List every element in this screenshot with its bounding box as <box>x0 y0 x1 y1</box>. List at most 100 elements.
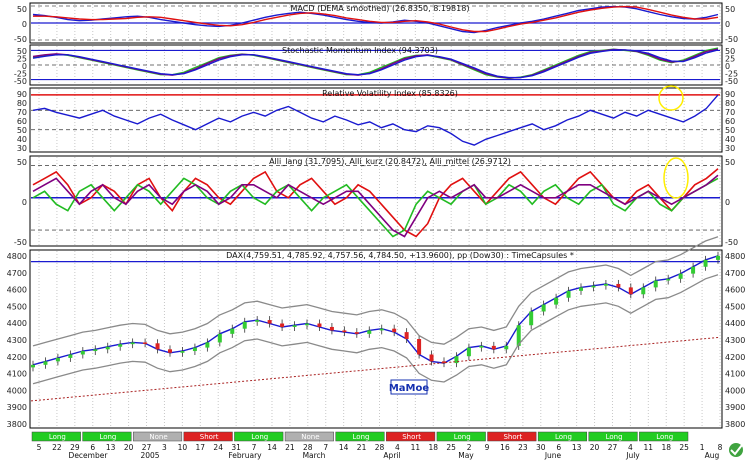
signal-label: Short <box>503 433 522 441</box>
candle-body <box>367 330 372 334</box>
date-tick: 2 <box>467 443 472 452</box>
candle-body <box>466 347 471 357</box>
candle-body <box>155 343 160 350</box>
signal-label: Long <box>99 433 116 441</box>
candle-body <box>653 280 658 288</box>
signal-segment <box>31 431 81 442</box>
y-tick-right: 4700 <box>725 269 745 278</box>
signal-label: Long <box>251 433 268 441</box>
mamoe-badge-box <box>390 379 428 395</box>
candle-body <box>55 357 60 362</box>
y-tick-right: 50 <box>725 126 735 135</box>
month-label: February <box>228 451 262 460</box>
dax-band <box>32 236 719 347</box>
rvi-highlight-circle <box>658 85 684 111</box>
macd-line <box>33 5 719 33</box>
month-label: Aug <box>705 451 720 460</box>
y-tick-right: 4000 <box>725 386 745 395</box>
candle-body <box>379 328 384 331</box>
date-tick: 20 <box>124 443 134 452</box>
y-tick-right: 80 <box>725 99 735 108</box>
y-tick-left: 60 <box>17 117 27 126</box>
dax-band <box>32 274 719 385</box>
candle-body <box>329 326 334 331</box>
date-tick: 23 <box>518 443 528 452</box>
candle-body <box>666 278 671 281</box>
stochastic-series <box>32 47 719 80</box>
dax-moving-average <box>30 336 721 402</box>
date-tick: 21 <box>285 443 295 452</box>
alli-highlight-circle <box>663 157 689 199</box>
y-tick-left: -50 <box>14 238 27 247</box>
candle-body <box>691 266 696 274</box>
y-tick-right: 90 <box>725 90 735 99</box>
reference-lines <box>31 5 720 263</box>
signal-segment <box>588 431 638 442</box>
candle-body <box>554 297 559 305</box>
candle-body <box>230 328 235 334</box>
date-tick: 14 <box>267 443 277 452</box>
signal-bar: Long Long None Short Long None Long Short Long Sh… <box>31 431 689 442</box>
candle-body <box>342 330 347 333</box>
date-tick: 1 <box>700 443 705 452</box>
y-tick-left: 0 <box>22 198 27 207</box>
date-tick: 22 <box>52 443 62 452</box>
date-tick: 5 <box>37 443 42 452</box>
y-tick-right: 0 <box>725 20 730 29</box>
candle-body <box>616 283 621 288</box>
candle-body <box>317 323 322 327</box>
timecapsules-logo-icon <box>729 443 743 457</box>
signal-segment <box>537 431 588 442</box>
candle-body <box>529 311 534 326</box>
y-tick-right: 4300 <box>725 336 745 345</box>
signal-label: Long <box>454 433 471 441</box>
candle-body <box>516 325 521 346</box>
alli-series <box>32 168 719 238</box>
y-tick-left: 50 <box>17 158 27 167</box>
date-tick: 10 <box>178 443 188 452</box>
y-tick-left: 0 <box>22 62 27 71</box>
rvi-title: Relative Volatility Index (85.8326) <box>322 89 458 98</box>
candle-body <box>429 354 434 362</box>
stochastic-title: Stochastic Momentum Index (94.3703) <box>282 46 438 55</box>
y-tick-left: 0 <box>22 20 27 29</box>
y-tick-left: 80 <box>17 99 27 108</box>
rvi-line <box>32 94 719 146</box>
y-tick-left: 4600 <box>7 286 27 295</box>
y-tick-right: 25 <box>725 55 735 64</box>
candle-body <box>180 351 185 353</box>
y-tick-left: 4200 <box>7 353 27 362</box>
date-tick: 25 <box>679 443 689 452</box>
signal-segment <box>436 431 486 442</box>
date-tick: 18 <box>661 443 671 452</box>
candle-body <box>93 349 98 352</box>
candle-body <box>579 287 583 291</box>
alli-line <box>32 177 719 238</box>
signal-segment <box>132 431 183 442</box>
candle-body <box>43 361 48 365</box>
candle-body <box>417 339 422 355</box>
dax-panel <box>29 249 723 429</box>
date-tick: 4 <box>628 443 633 452</box>
candle-body <box>168 349 172 353</box>
y-tick-right: -50 <box>725 238 738 247</box>
y-tick-left: 50 <box>17 47 27 56</box>
y-tick-right: 4400 <box>725 319 745 328</box>
candle-body <box>267 320 272 324</box>
date-tick: 3 <box>162 443 167 452</box>
date-tick: 28 <box>375 443 385 452</box>
candle-body <box>504 345 509 350</box>
date-tick: 25 <box>446 443 456 452</box>
rvi-panel <box>29 87 723 153</box>
y-tick-left: -50 <box>14 35 27 44</box>
y-tick-left: -25 <box>14 70 27 79</box>
y-tick-right: 50 <box>725 47 735 56</box>
month-label: 2005 <box>140 451 159 460</box>
y-tick-left: 30 <box>17 144 27 153</box>
y-tick-right: -25 <box>725 70 738 79</box>
date-tick: 18 <box>428 443 438 452</box>
candle-body <box>442 361 446 364</box>
y-tick-right: 60 <box>725 117 735 126</box>
date-tick: 7 <box>323 443 328 452</box>
candle-body <box>205 342 210 348</box>
